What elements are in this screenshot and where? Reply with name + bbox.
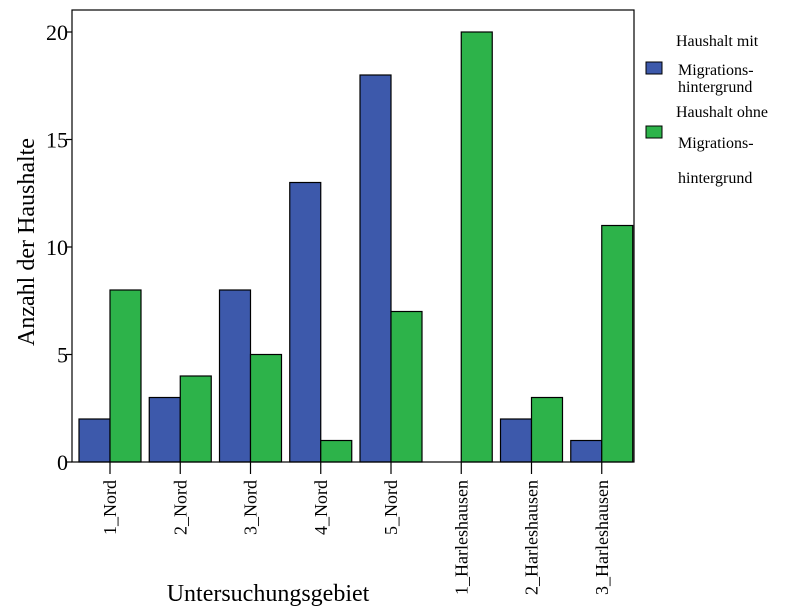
legend-label: Haushalt ohne	[676, 104, 768, 121]
bar	[499, 418, 533, 463]
x-tick-label: 2_Harleshausen	[522, 480, 542, 595]
x-tick-label: 2_Nord	[170, 480, 190, 535]
x-axis-title: Untersuchungsgebiet	[167, 581, 370, 607]
bar	[179, 375, 212, 463]
y-tick-label: 5	[57, 343, 68, 368]
legend-label: Migrations-	[678, 135, 754, 152]
bar	[601, 224, 634, 463]
x-tick-label: 3_Harleshausen	[592, 480, 612, 595]
bar	[320, 439, 353, 463]
bar	[289, 181, 322, 463]
x-tick-label: 1_Harleshausen	[451, 480, 471, 595]
bar	[530, 396, 564, 463]
y-tick-label: 20	[46, 20, 68, 45]
x-tick-label: 4_Nord	[311, 480, 331, 535]
x-tick-label: 5_Nord	[381, 480, 401, 535]
y-tick-label: 10	[46, 235, 68, 260]
y-tick-label: 15	[46, 128, 68, 153]
y-tick-label: 0	[57, 450, 68, 475]
x-tick-label: 1_Nord	[100, 480, 120, 535]
bar	[78, 418, 111, 463]
legend-label: Migrations-	[678, 62, 754, 79]
bar	[148, 396, 181, 463]
legend-swatch	[645, 61, 663, 75]
bar	[109, 289, 142, 463]
y-axis: 0 5 10 15 20	[46, 20, 72, 475]
x-axis: 1_Nord 2_Nord 3_Nord 4_Nord 5_Nord 1_Harlesha…	[100, 462, 612, 595]
plot-frame	[71, 9, 635, 463]
legend-swatch	[645, 125, 663, 139]
bar	[218, 289, 252, 463]
bar	[359, 74, 392, 463]
legend-label: hintergrund	[678, 170, 752, 187]
bar	[460, 31, 493, 463]
legend-label: Haushalt mit	[676, 33, 759, 50]
legend-label: hintergrund	[678, 79, 752, 96]
bars-group	[78, 31, 634, 463]
bar	[570, 439, 603, 463]
y-axis-title: Anzahl der Haushalte	[14, 138, 40, 346]
bar	[390, 310, 423, 463]
legend: Haushalt mit Migrations-hintergrund Hausha…	[645, 33, 768, 187]
x-tick-label: 3_Nord	[241, 480, 261, 535]
bar	[249, 353, 283, 463]
